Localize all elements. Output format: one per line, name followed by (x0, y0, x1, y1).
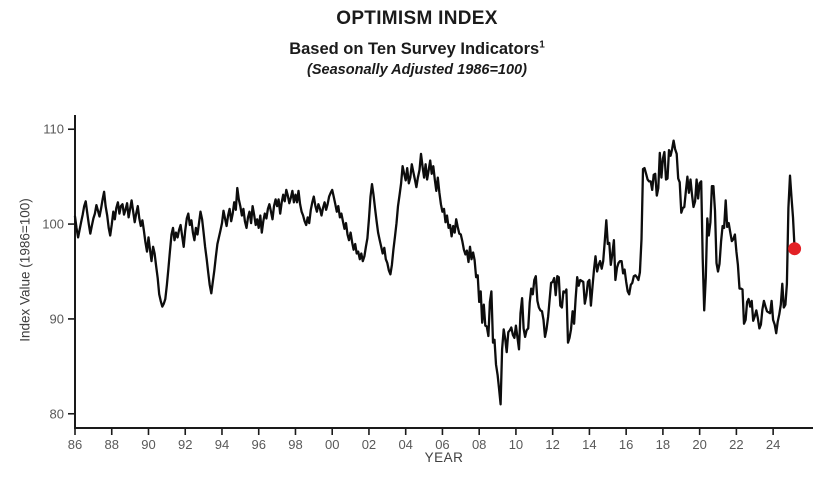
x-tick-label: 90 (141, 437, 155, 452)
x-tick-label: 24 (766, 437, 780, 452)
optimism-index-line (73, 139, 796, 406)
x-tick-label: 86 (68, 437, 82, 452)
y-tick-label: 90 (50, 311, 64, 326)
y-tick-label: 100 (42, 217, 64, 232)
x-tick-label: 92 (178, 437, 192, 452)
x-tick-label: 08 (472, 437, 486, 452)
chart-subtitle-text: Based on Ten Survey Indicators (289, 40, 540, 58)
x-tick-label: 02 (362, 437, 376, 452)
x-tick-label: 96 (251, 437, 265, 452)
x-tick-label: 18 (656, 437, 670, 452)
x-tick-label: 10 (509, 437, 523, 452)
chart-subtitle: Based on Ten Survey Indicators1 (0, 40, 834, 59)
y-tick-label: 110 (43, 122, 64, 137)
x-axis-title: YEAR (424, 450, 464, 465)
x-tick-label: 22 (729, 437, 743, 452)
chart-note: (Seasonally Adjusted 1986=100) (307, 62, 527, 78)
x-tick-label: 94 (215, 437, 229, 452)
x-tick-label: 04 (398, 437, 412, 452)
x-tick-label: 00 (325, 437, 339, 452)
x-tick-label: 06 (435, 437, 449, 452)
x-tick-label: 20 (692, 437, 706, 452)
latest-value-marker (788, 242, 802, 256)
footnote-marker: 1 (539, 39, 545, 51)
x-tick-label: 98 (288, 437, 302, 452)
x-tick-label: 14 (582, 437, 596, 452)
chart-header: OPTIMISM INDEX Based on Ten Survey Indic… (0, 8, 834, 78)
x-tick-label: 88 (105, 437, 119, 452)
x-tick-label: 16 (619, 437, 633, 452)
chart-title: OPTIMISM INDEX (336, 8, 498, 29)
x-tick-label: 12 (545, 437, 559, 452)
y-tick-label: 80 (50, 406, 64, 421)
